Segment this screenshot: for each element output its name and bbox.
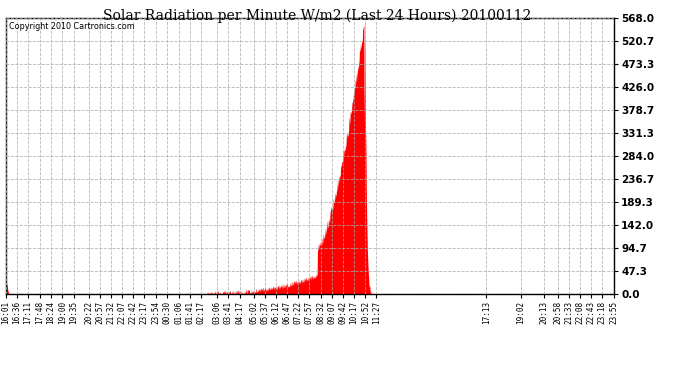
Text: 17:48: 17:48 — [35, 301, 44, 324]
Text: 16:01: 16:01 — [1, 301, 10, 324]
Text: 19:02: 19:02 — [516, 301, 526, 324]
Text: 05:02: 05:02 — [249, 301, 258, 324]
Text: 20:57: 20:57 — [95, 301, 104, 324]
Text: 04:17: 04:17 — [235, 301, 244, 324]
Text: 22:08: 22:08 — [575, 301, 584, 324]
Text: Copyright 2010 Cartronics.com: Copyright 2010 Cartronics.com — [8, 22, 135, 31]
Text: 22:43: 22:43 — [586, 301, 595, 324]
Text: 23:54: 23:54 — [151, 301, 160, 324]
Text: 21:32: 21:32 — [106, 301, 115, 324]
Text: 22:42: 22:42 — [128, 301, 137, 324]
Text: 03:41: 03:41 — [224, 301, 233, 324]
Text: 06:12: 06:12 — [272, 301, 281, 324]
Text: 17:11: 17:11 — [23, 301, 32, 324]
Text: 22:07: 22:07 — [117, 301, 126, 324]
Text: 02:17: 02:17 — [197, 301, 206, 324]
Text: 06:47: 06:47 — [283, 301, 292, 324]
Text: 09:07: 09:07 — [327, 301, 336, 324]
Text: 10:52: 10:52 — [361, 301, 370, 324]
Text: 07:57: 07:57 — [305, 301, 314, 324]
Text: 00:30: 00:30 — [163, 301, 172, 324]
Text: 20:22: 20:22 — [84, 301, 93, 324]
Text: 09:42: 09:42 — [338, 301, 347, 324]
Text: 17:13: 17:13 — [482, 301, 491, 324]
Text: 03:06: 03:06 — [213, 301, 221, 324]
Text: 23:17: 23:17 — [139, 301, 148, 324]
Text: 11:27: 11:27 — [372, 301, 381, 324]
Text: 07:22: 07:22 — [294, 301, 303, 324]
Text: 23:55: 23:55 — [609, 301, 619, 324]
Text: 10:17: 10:17 — [350, 301, 359, 324]
Text: 19:35: 19:35 — [69, 301, 78, 324]
Text: 23:18: 23:18 — [598, 301, 607, 324]
Text: 21:33: 21:33 — [564, 301, 573, 324]
Text: 20:13: 20:13 — [539, 301, 548, 324]
Text: Solar Radiation per Minute W/m2 (Last 24 Hours) 20100112: Solar Radiation per Minute W/m2 (Last 24… — [104, 8, 531, 22]
Text: 16:36: 16:36 — [12, 301, 21, 324]
Text: 20:58: 20:58 — [553, 301, 562, 324]
Text: 05:37: 05:37 — [261, 301, 270, 324]
Text: 19:00: 19:00 — [58, 301, 67, 324]
Text: 01:41: 01:41 — [186, 301, 195, 324]
Text: 08:32: 08:32 — [316, 301, 325, 324]
Text: 01:06: 01:06 — [175, 301, 184, 324]
Text: 18:24: 18:24 — [46, 301, 55, 324]
